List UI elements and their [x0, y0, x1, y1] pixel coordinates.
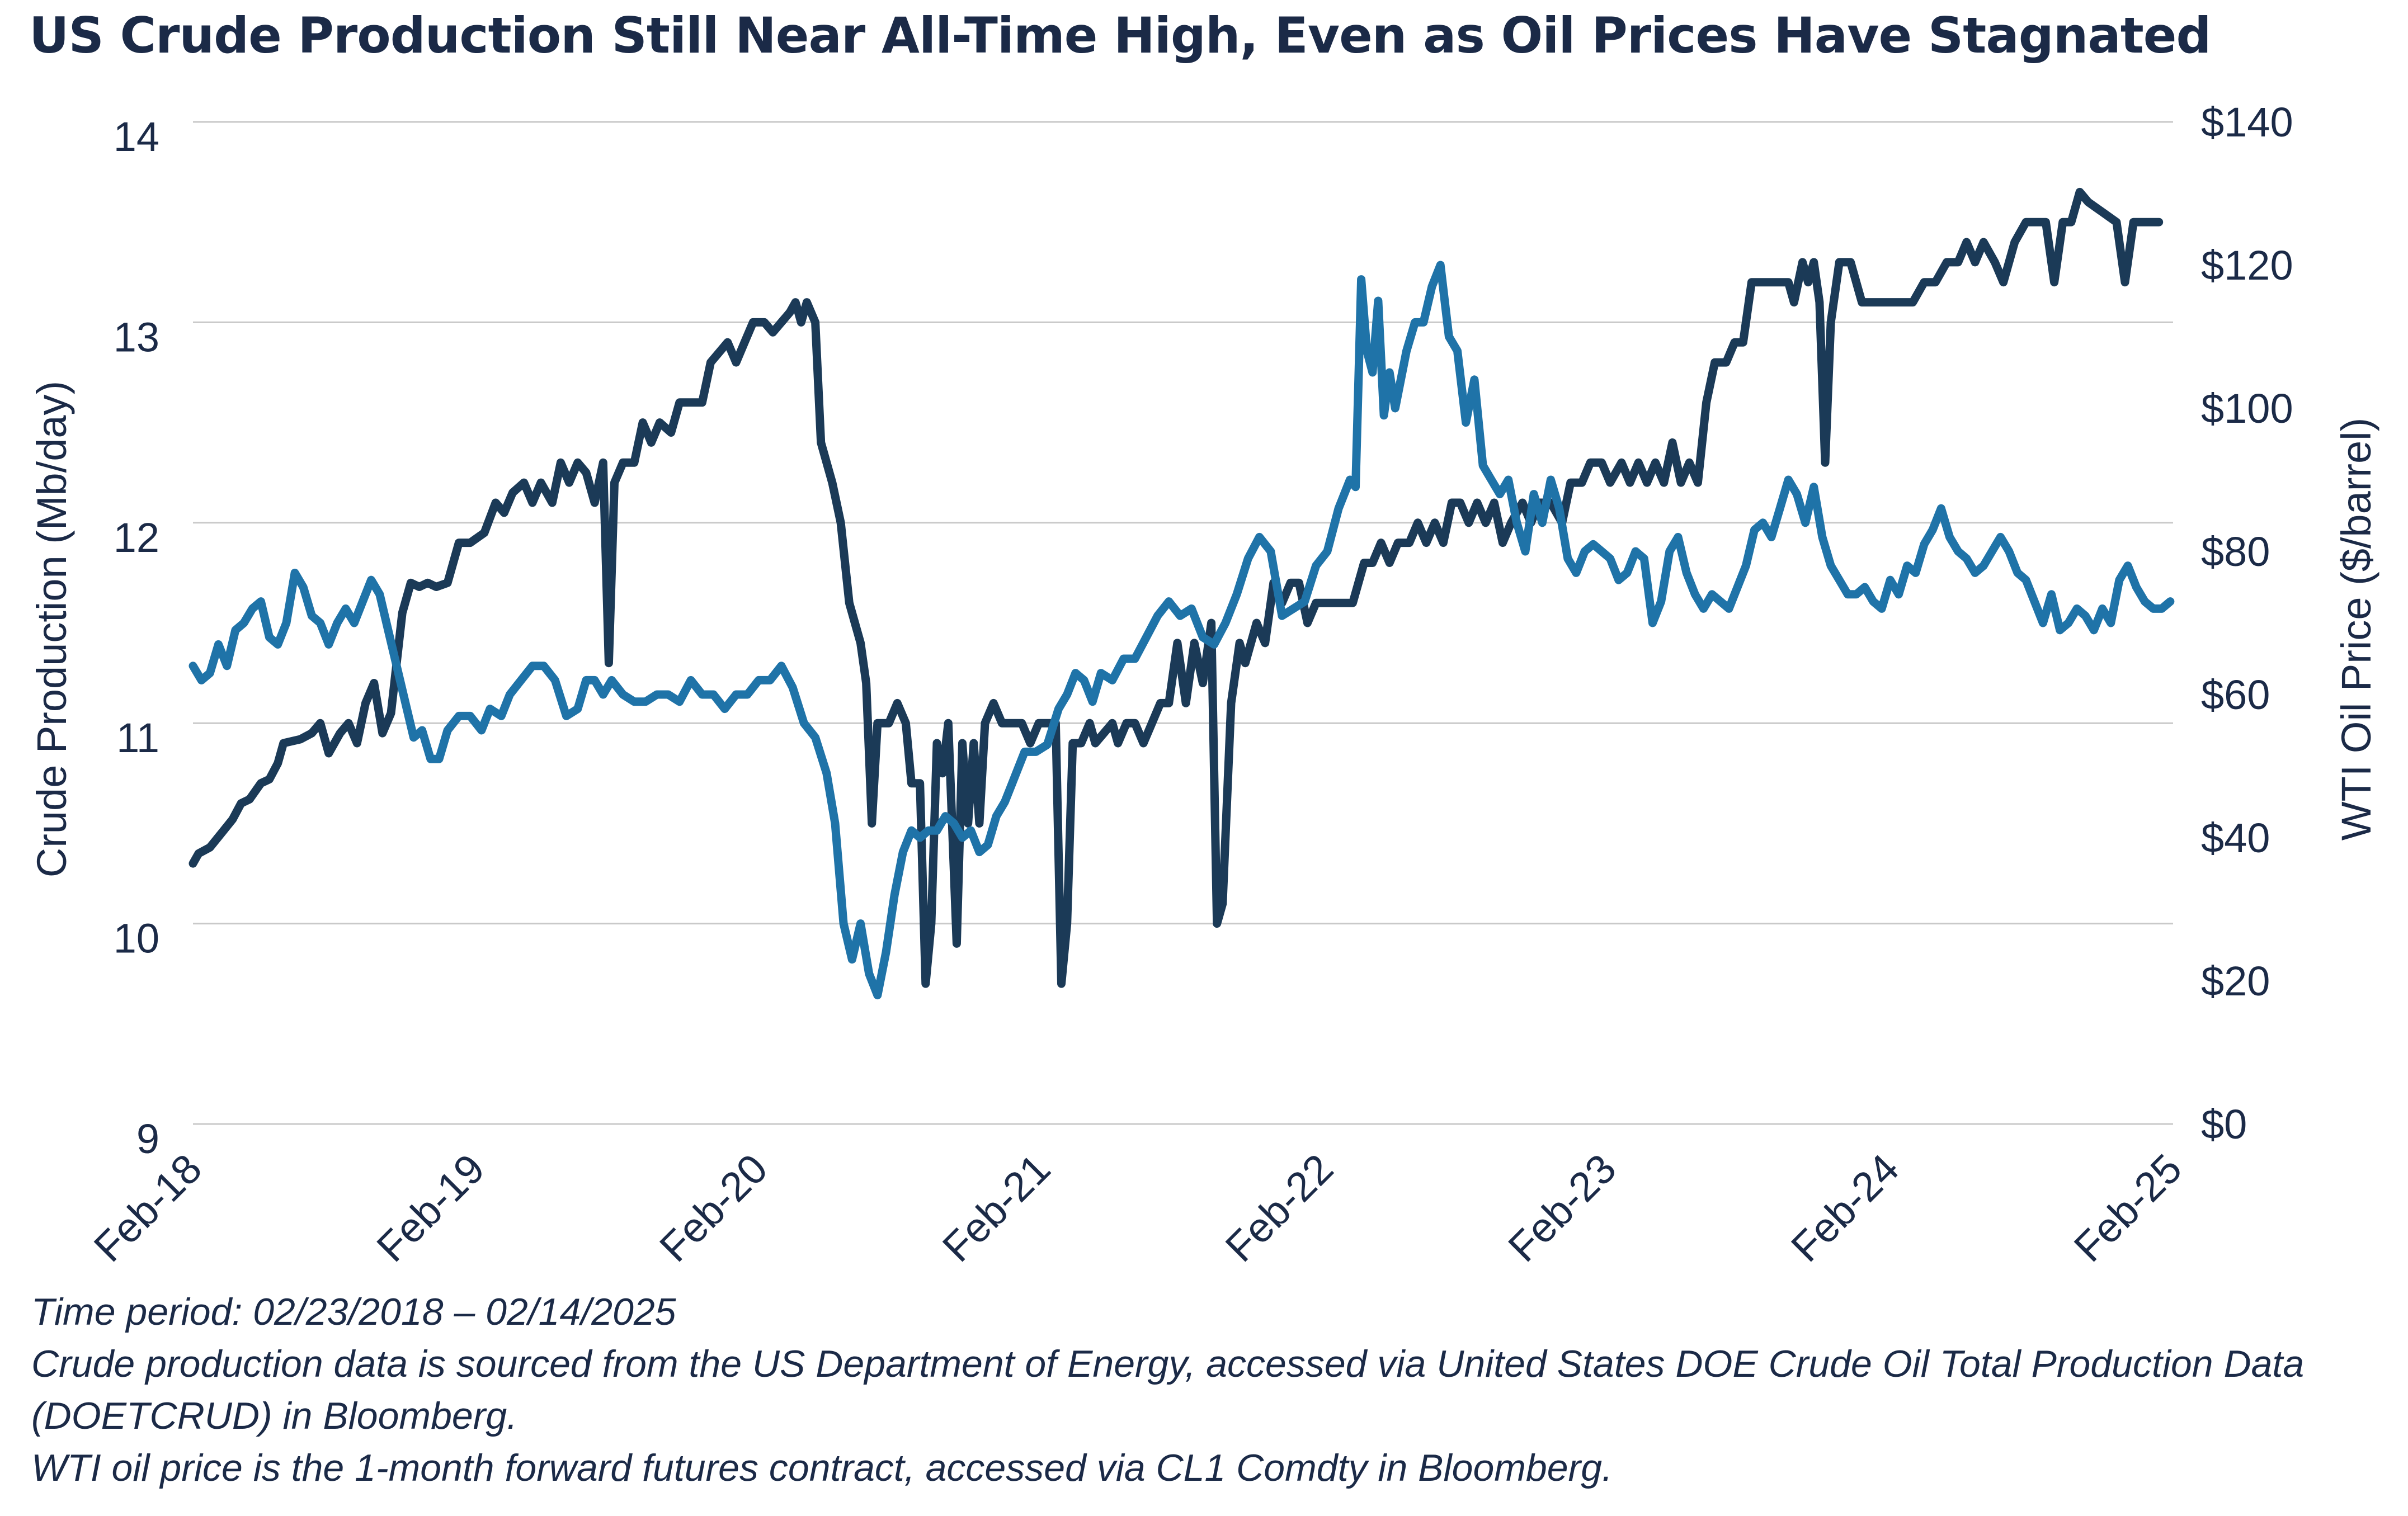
- x-tick-label: Feb-25: [2065, 1145, 2190, 1271]
- y-tick-label: 10: [114, 915, 159, 962]
- note-production-source: Crude production data is sourced from th…: [31, 1343, 2305, 1437]
- left-axis-ticks: 9 10 11 12 13 14: [114, 114, 159, 1162]
- y-axis-title: Crude Production (Mb/day): [29, 381, 75, 877]
- y2-tick-label: $40: [2201, 815, 2270, 861]
- x-tick-label: Feb-23: [1499, 1145, 1624, 1271]
- gridlines: [193, 121, 2173, 1125]
- x-tick-label: Feb-24: [1782, 1145, 1907, 1271]
- y-tick-label: 11: [116, 715, 159, 761]
- y2-tick-label: $120: [2201, 242, 2293, 289]
- y2-axis-title: WTI Oil Price ($/barrel): [2333, 418, 2379, 841]
- y-tick-label: 9: [136, 1116, 159, 1162]
- series: [189, 187, 2175, 1000]
- chart: 9 10 11 12 13 14 $0 $20 $40 $60 $80 $100 $120 $140 F…: [29, 99, 2379, 1271]
- x-tick-label: Feb-22: [1217, 1145, 1342, 1271]
- x-axis-ticks: Feb-18 Feb-19 Feb-20 Feb-21 Feb-22 Feb-23 Feb-…: [85, 1145, 2190, 1271]
- y2-tick-label: $100: [2201, 385, 2293, 432]
- y2-tick-label: $20: [2201, 958, 2270, 1004]
- y-tick-label: 13: [114, 314, 159, 360]
- x-tick-label: Feb-20: [651, 1145, 776, 1271]
- y2-tick-label: $80: [2201, 528, 2270, 575]
- y2-tick-label: $0: [2201, 1101, 2247, 1147]
- footnotes: Time period: 02/23/2018 – 02/14/2025 Cru…: [31, 1286, 2392, 1494]
- y-tick-label: 12: [114, 514, 159, 561]
- note-oil-price-source: WTI oil price is the 1-month forward fut…: [31, 1447, 1613, 1489]
- chart-title: US Crude Production Still Near All-Time …: [29, 7, 2211, 64]
- y2-tick-label: $140: [2201, 99, 2293, 145]
- x-tick-label: Feb-19: [368, 1145, 493, 1271]
- y-tick-label: 14: [114, 114, 159, 160]
- right-axis-ticks: $0 $20 $40 $60 $80 $100 $120 $140: [2201, 99, 2293, 1147]
- series-line-crude-production: [189, 187, 2164, 988]
- note-time-period: Time period: 02/23/2018 – 02/14/2025: [31, 1291, 676, 1333]
- y2-tick-label: $60: [2201, 672, 2270, 718]
- x-tick-label: Feb-21: [934, 1145, 1059, 1271]
- series-line-wti-oil-price: [189, 261, 2175, 1000]
- x-tick-label: Feb-18: [85, 1145, 210, 1271]
